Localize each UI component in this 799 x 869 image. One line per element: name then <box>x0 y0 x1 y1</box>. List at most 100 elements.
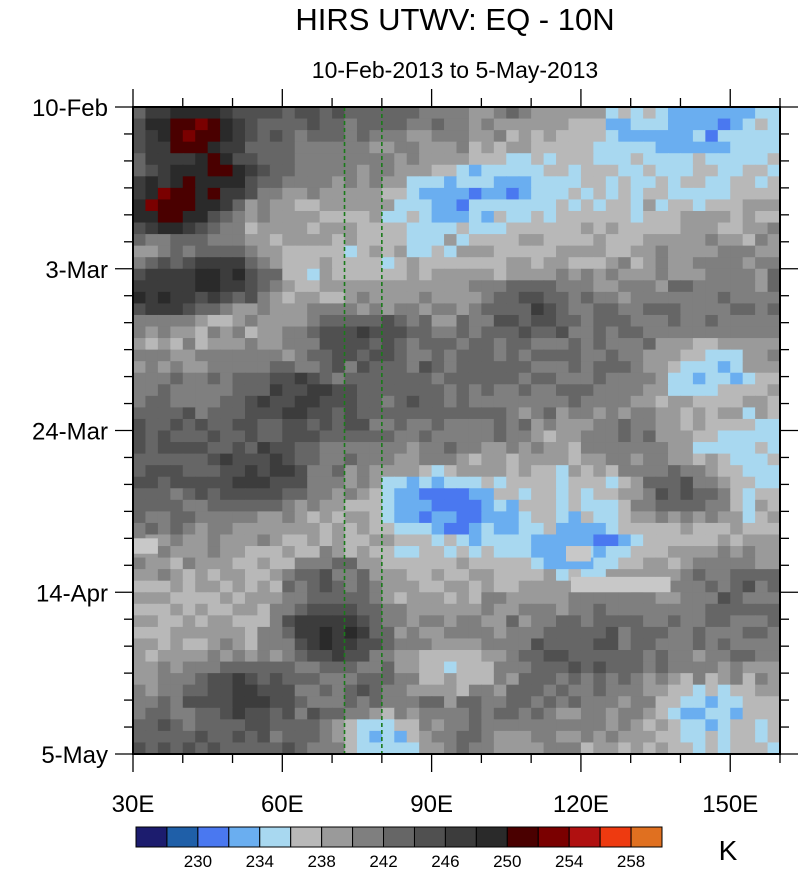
field-cell <box>767 164 781 177</box>
field-cell <box>195 314 209 328</box>
field-cell <box>630 176 644 189</box>
field-cell <box>593 314 607 328</box>
field-cell <box>717 234 731 247</box>
field-cell <box>431 141 445 154</box>
field-cell <box>307 130 321 143</box>
field-cell <box>419 222 433 235</box>
field-cell <box>207 268 221 281</box>
field-cell <box>506 234 520 247</box>
field-cell <box>680 592 694 605</box>
field-cell <box>730 164 744 177</box>
field-cell <box>369 684 383 697</box>
field-cell <box>531 719 545 732</box>
field-cell <box>170 650 184 663</box>
field-cell <box>506 534 520 547</box>
field-cell <box>605 453 619 466</box>
field-cell <box>444 164 458 177</box>
field-cell <box>220 222 234 235</box>
field-cell <box>195 661 209 674</box>
field-cell <box>593 418 607 432</box>
field-cell <box>344 199 358 212</box>
field-cell <box>643 349 657 362</box>
field-cell <box>556 291 570 305</box>
field-cell <box>543 257 557 270</box>
field-cell <box>481 164 495 177</box>
field-cell <box>580 187 594 201</box>
field-cell <box>630 164 644 177</box>
field-cell <box>456 164 470 177</box>
field-cell <box>692 580 706 593</box>
colorbar-swatch <box>321 826 354 848</box>
field-cell <box>269 603 283 616</box>
field-cell <box>344 141 358 154</box>
field-cell <box>506 742 520 755</box>
field-cell <box>755 314 769 328</box>
field-cell <box>618 661 632 674</box>
field-cell <box>444 592 458 605</box>
field-cell <box>531 210 545 224</box>
field-cell <box>705 245 719 258</box>
field-cell <box>369 176 383 189</box>
field-cell <box>730 291 744 305</box>
field-cell <box>220 707 234 720</box>
field-cell <box>332 742 346 755</box>
field-cell <box>394 650 408 663</box>
field-cell <box>356 187 370 201</box>
field-cell <box>643 257 657 270</box>
field-cell <box>157 650 171 663</box>
missing-region <box>570 576 671 593</box>
field-cell <box>332 107 346 120</box>
field-cell <box>431 730 445 744</box>
field-cell <box>220 153 234 166</box>
field-cell <box>369 407 383 420</box>
field-cell <box>157 280 171 293</box>
field-cell <box>493 557 507 570</box>
field-cell <box>406 118 420 131</box>
field-cell <box>692 372 706 385</box>
field-cell <box>531 453 545 466</box>
field-cell <box>605 210 619 224</box>
field-cell <box>381 499 395 512</box>
field-cell <box>605 245 619 258</box>
field-cell <box>593 546 607 559</box>
field-cell <box>381 730 395 744</box>
field-cell <box>431 361 445 374</box>
field-cell <box>319 615 333 628</box>
field-cell <box>605 730 619 744</box>
field-cell <box>220 107 234 120</box>
field-cell <box>431 696 445 709</box>
field-cell <box>332 661 346 674</box>
field-cell <box>182 187 196 201</box>
field-cell <box>356 546 370 559</box>
field-cell <box>730 107 744 120</box>
field-cell <box>444 118 458 131</box>
field-cell <box>282 673 296 686</box>
field-cell <box>232 534 246 547</box>
field-cell <box>680 442 694 455</box>
field-cell <box>543 707 557 720</box>
field-cell <box>767 176 781 189</box>
field-cell <box>207 546 221 559</box>
field-cell <box>182 176 196 189</box>
field-cell <box>580 280 594 293</box>
field-cell <box>406 418 420 432</box>
field-cell <box>680 465 694 478</box>
field-cell <box>543 234 557 247</box>
field-cell <box>419 696 433 709</box>
field-cell <box>356 418 370 432</box>
field-cell <box>257 280 271 293</box>
field-cell <box>170 488 184 501</box>
field-cell <box>207 303 221 316</box>
field-cell <box>369 257 383 270</box>
field-cell <box>630 314 644 328</box>
field-cell <box>630 696 644 709</box>
field-cell <box>195 615 209 628</box>
field-cell <box>257 164 271 177</box>
field-cell <box>618 476 632 489</box>
field-cell <box>767 303 781 316</box>
colorbar-swatch <box>197 826 230 848</box>
field-cell <box>618 522 632 536</box>
field-cell <box>369 569 383 582</box>
field-cell <box>668 153 682 166</box>
field-cell <box>369 511 383 524</box>
